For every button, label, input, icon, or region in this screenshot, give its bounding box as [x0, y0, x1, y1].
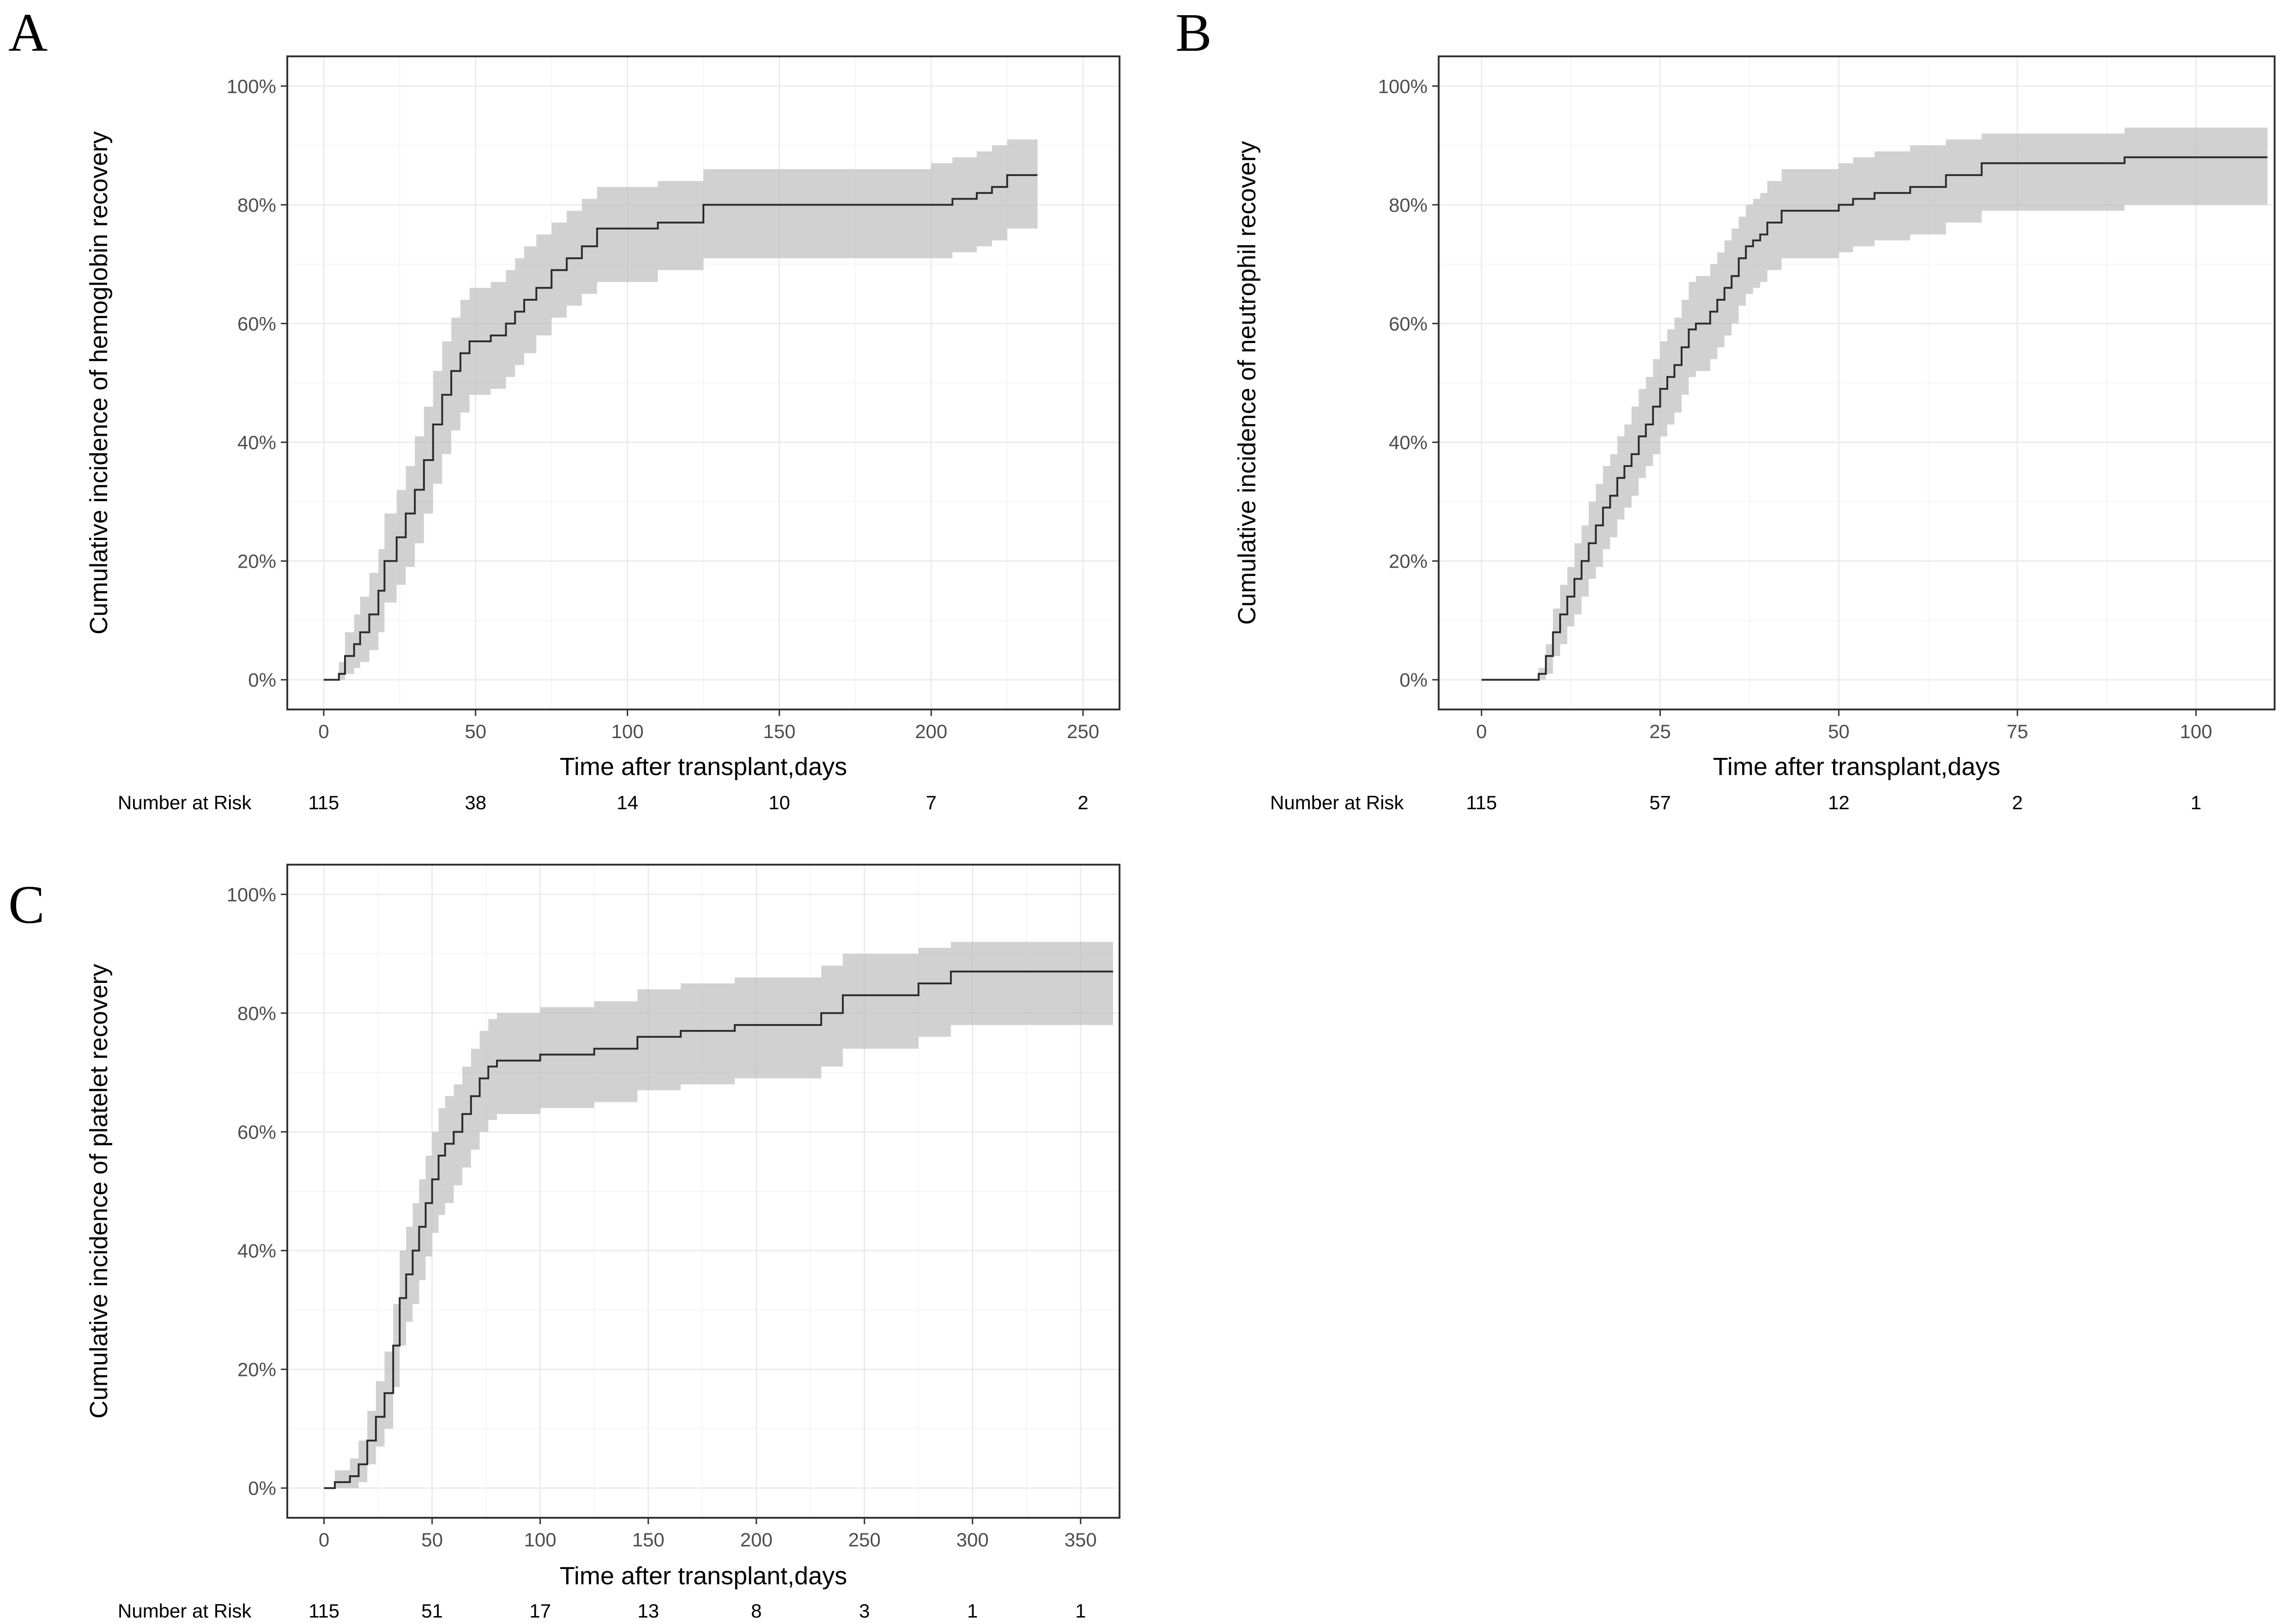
y-tick-label: 40% [1389, 432, 1428, 454]
x-tick-label: 50 [465, 721, 486, 742]
y-tick-label: 80% [237, 194, 276, 216]
x-tick-label: 100 [524, 1529, 557, 1551]
y-tick-label: 40% [237, 1240, 276, 1262]
x-tick-label: 200 [740, 1529, 773, 1551]
number-at-risk-label: Number at Risk [118, 792, 252, 813]
y-tick-label: 0% [248, 1478, 276, 1499]
number-at-risk-table: Number at Risk 115 51 17 13 8 3 1 1 [118, 1600, 1086, 1622]
y-tick-label: 20% [1389, 551, 1428, 572]
y-tick-label: 20% [237, 1359, 276, 1381]
number-at-risk-table: Number at Risk 115 38 14 10 7 2 [118, 792, 1089, 813]
y-tick-label: 0% [248, 669, 276, 691]
y-tick-label: 60% [237, 313, 276, 334]
x-tick-label: 0 [1476, 721, 1487, 742]
x-tick-label: 50 [421, 1529, 443, 1551]
y-axis-title: Cumulative incidence of platelet recover… [85, 964, 113, 1419]
cumulative-incidence-line [324, 970, 1113, 1489]
panel-border [1438, 55, 2276, 710]
gridlines [287, 56, 1120, 709]
x-tick-label: 150 [763, 721, 795, 742]
x-tick-label: 0 [318, 721, 329, 742]
number-at-risk-count: 115 [308, 792, 339, 813]
y-tick-label: 100% [227, 75, 276, 97]
panel-c: C 0% 20% 40% 60% 80% 100% 0 50 100 150 200 250 300 350… [8, 864, 1120, 1622]
y-tick-label: 100% [227, 884, 276, 905]
number-at-risk-count: 2 [1077, 792, 1088, 813]
number-at-risk-count: 7 [926, 792, 937, 813]
cumulative-incidence-line [323, 174, 1038, 681]
number-at-risk-count: 13 [637, 1600, 659, 1622]
x-tick-label: 25 [1649, 721, 1671, 742]
y-axis-title: Cumulative incidence of neutrophil recov… [1233, 141, 1261, 625]
panel-border [286, 864, 1120, 1519]
number-at-risk-count: 1 [2191, 792, 2201, 813]
number-at-risk-count: 115 [309, 1600, 339, 1622]
x-axis-title: Time after transplant,days [560, 753, 847, 781]
y-tick-label: 60% [237, 1121, 276, 1143]
x-tick-label: 250 [1067, 721, 1099, 742]
x-tick-label: 0 [319, 1529, 329, 1551]
x-tick-label: 150 [632, 1529, 665, 1551]
number-at-risk-count: 115 [1466, 792, 1497, 813]
x-axis-title: Time after transplant,days [560, 1562, 847, 1590]
x-tick-label: 300 [956, 1529, 989, 1551]
panel-letter: A [8, 2, 48, 63]
panel-letter: C [8, 874, 45, 935]
confidence-band [324, 942, 1113, 1488]
x-tick-label: 50 [1828, 721, 1850, 742]
number-at-risk-count: 2 [2012, 792, 2022, 813]
y-tick-label: 80% [1389, 194, 1428, 216]
y-tick-label: 60% [1389, 313, 1428, 334]
y-axis-title: Cumulative incidence of hemoglobin recov… [85, 131, 113, 635]
y-tick-label: 20% [237, 551, 276, 572]
y-tick-label: 80% [237, 1002, 276, 1024]
panel-b: B 0% 20% 40% 60% 80% 100% 0 25 50 75 100 Time after … [1175, 2, 2276, 813]
panel-letter: B [1175, 2, 1212, 63]
number-at-risk-table: Number at Risk 115 57 12 2 1 [1270, 792, 2202, 813]
panel-a: A 0% 20% 40% 60% 80% 100% 0 50 100 150 200 250 Time a… [8, 2, 1120, 813]
number-at-risk-label: Number at Risk [118, 1600, 252, 1622]
number-at-risk-count: 1 [1075, 1600, 1086, 1622]
x-tick-label: 250 [848, 1529, 881, 1551]
x-tick-label: 100 [2180, 721, 2212, 742]
number-at-risk-count: 51 [421, 1600, 443, 1622]
number-at-risk-count: 1 [967, 1600, 978, 1622]
number-at-risk-count: 17 [529, 1600, 551, 1622]
x-tick-label: 100 [611, 721, 644, 742]
confidence-band [323, 139, 1038, 680]
panel-border [286, 55, 1120, 710]
number-at-risk-count: 12 [1828, 792, 1850, 813]
gridlines [1439, 56, 2275, 709]
number-at-risk-count: 3 [859, 1600, 870, 1622]
y-tick-label: 0% [1399, 669, 1428, 691]
y-tick-label: 100% [1378, 75, 1428, 97]
x-axis-title: Time after transplant,days [1713, 753, 2000, 781]
x-tick-label: 350 [1065, 1529, 1097, 1551]
number-at-risk-count: 38 [465, 792, 486, 813]
x-tick-label: 75 [2007, 721, 2028, 742]
x-tick-label: 200 [915, 721, 947, 742]
number-at-risk-count: 8 [751, 1600, 762, 1622]
number-at-risk-count: 10 [769, 792, 790, 813]
number-at-risk-count: 57 [1649, 792, 1671, 813]
number-at-risk-label: Number at Risk [1270, 792, 1404, 813]
cumulative-incidence-line [1481, 156, 2268, 681]
number-at-risk-count: 14 [617, 792, 638, 813]
y-tick-label: 40% [237, 432, 276, 454]
